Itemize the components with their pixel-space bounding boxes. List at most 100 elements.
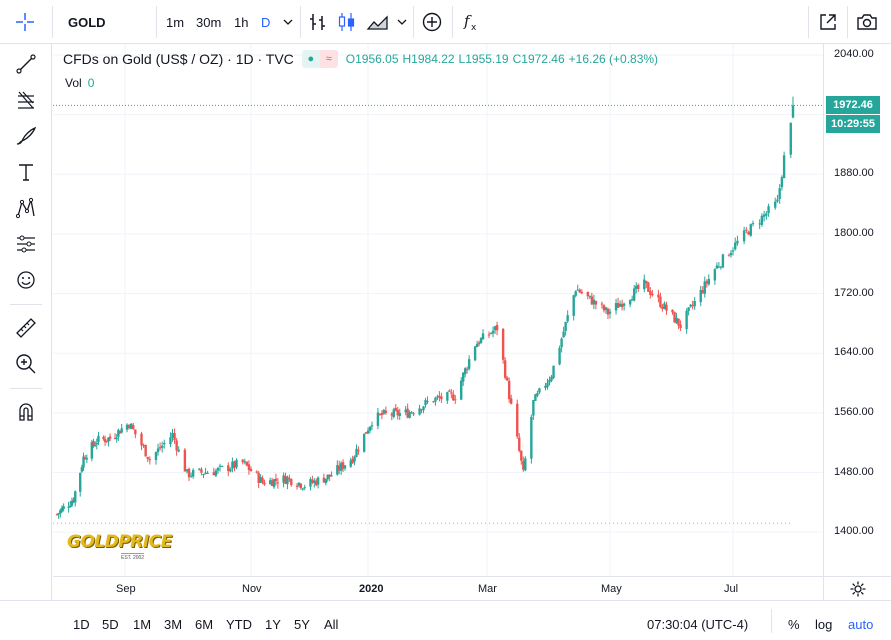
- candle-body: [158, 447, 162, 449]
- range-1m[interactable]: 1M: [133, 617, 152, 632]
- candle-body: [370, 425, 374, 427]
- pattern-icon[interactable]: [10, 192, 42, 224]
- interval-1h[interactable]: 1h: [234, 14, 249, 30]
- chevron-down-icon[interactable]: [282, 0, 294, 44]
- candle-body: [520, 450, 523, 461]
- candle-body: [102, 437, 105, 439]
- zoom-in-icon[interactable]: [10, 348, 42, 380]
- time-axis[interactable]: Sep Nov 2020 Mar May Jul: [53, 576, 823, 600]
- camera-icon[interactable]: [855, 0, 879, 44]
- candle-body: [632, 288, 636, 301]
- candle-body: [70, 501, 74, 506]
- trendline-icon[interactable]: [10, 48, 42, 80]
- symbol-search-button[interactable]: GOLD: [68, 0, 106, 44]
- candle-body: [618, 303, 622, 307]
- brush-icon[interactable]: [10, 120, 42, 152]
- clock[interactable]: 07:30:04 (UTC-4): [647, 617, 749, 632]
- price-chart[interactable]: [53, 44, 823, 576]
- interval-d[interactable]: D: [261, 14, 271, 30]
- fullscreen-icon[interactable]: [817, 0, 839, 44]
- gear-icon[interactable]: [823, 576, 891, 600]
- candle-body: [446, 392, 449, 401]
- range-5d[interactable]: 5D: [102, 617, 119, 632]
- candle-body: [685, 310, 688, 330]
- candle-body: [586, 291, 590, 297]
- bar-countdown-label: 10:29:55: [826, 115, 880, 134]
- candle-body: [118, 431, 122, 434]
- candle-body: [715, 265, 719, 269]
- legend-status-pill[interactable]: ● ≈: [301, 50, 338, 68]
- price-tick-label: 1560.00: [834, 405, 874, 418]
- range-1d[interactable]: 1D: [73, 617, 90, 632]
- range-ytd[interactable]: YTD: [226, 617, 252, 632]
- candle-body: [602, 305, 606, 311]
- text-icon[interactable]: [10, 156, 42, 188]
- interval-1m[interactable]: 1m: [166, 14, 185, 30]
- candle-body: [747, 231, 750, 235]
- candle-body: [125, 424, 129, 430]
- magnet-icon[interactable]: [10, 396, 42, 428]
- candle-body: [665, 304, 668, 311]
- candle-body: [503, 360, 507, 378]
- candle-body: [608, 311, 612, 314]
- emoji-icon[interactable]: [10, 264, 42, 296]
- candle-body: [518, 437, 521, 451]
- candle-body: [550, 376, 553, 381]
- range-6m[interactable]: 6M: [195, 617, 214, 632]
- price-axis[interactable]: 2040.00 1880.00 1800.00 1720.00 1640.00 1560.…: [823, 44, 891, 576]
- candle-body: [440, 396, 443, 400]
- chevron-down-icon[interactable]: [396, 0, 408, 44]
- interval-30m[interactable]: 30m: [196, 14, 222, 30]
- candle-body: [679, 324, 682, 329]
- candle-body: [343, 465, 347, 469]
- candle-body: [390, 413, 393, 416]
- candle-body: [628, 300, 632, 305]
- auto-scale-button[interactable]: auto: [848, 617, 874, 632]
- candle-body: [481, 333, 485, 340]
- candle-body: [693, 300, 696, 307]
- area-icon[interactable]: [366, 0, 390, 44]
- range-5y[interactable]: 5Y: [294, 617, 310, 632]
- candle-body: [473, 346, 477, 361]
- percent-scale-button[interactable]: %: [788, 617, 800, 632]
- candle-body: [120, 428, 123, 433]
- candle-body: [491, 330, 495, 334]
- candle-body: [767, 206, 770, 214]
- legend-high: H1984.22: [402, 52, 455, 66]
- candle-body: [465, 368, 469, 370]
- candle-body: [382, 410, 386, 414]
- range-3m[interactable]: 3M: [164, 617, 183, 632]
- candle-body: [115, 437, 118, 440]
- chart-pane[interactable]: CFDs on Gold (US$ / OZ) · 1D · TVC ● ≈ O…: [53, 44, 823, 576]
- candle-body: [412, 413, 415, 415]
- fib-icon[interactable]: [10, 84, 42, 116]
- candle-body: [637, 284, 640, 289]
- candle-body: [493, 326, 497, 331]
- range-all[interactable]: All: [324, 617, 339, 632]
- legend-title: CFDs on Gold (US$ / OZ) · 1D · TVC: [63, 51, 294, 67]
- legend-open: O1956.05: [345, 52, 399, 66]
- candle-body: [328, 474, 331, 477]
- candle-body: [366, 430, 370, 434]
- ruler-icon[interactable]: [10, 312, 42, 344]
- candle-body: [734, 242, 737, 250]
- crosshair-icon[interactable]: [14, 0, 38, 44]
- range-1y[interactable]: 1Y: [265, 617, 281, 632]
- forecast-icon[interactable]: [10, 228, 42, 260]
- candle-body: [384, 410, 388, 413]
- candles-icon[interactable]: [337, 0, 357, 44]
- candle-body: [622, 303, 626, 306]
- add-indicator-icon[interactable]: [421, 0, 443, 44]
- candle-body: [169, 437, 172, 445]
- candle-body: [156, 448, 160, 453]
- candle-body: [742, 230, 746, 242]
- legend-change: +16.26 (+0.83%): [568, 52, 659, 66]
- candle-body: [105, 440, 108, 442]
- log-scale-button[interactable]: log: [815, 617, 833, 632]
- candle-body: [422, 406, 425, 411]
- candle-body: [635, 285, 638, 289]
- bar-style-icon[interactable]: [308, 0, 328, 44]
- candle-body: [406, 408, 409, 418]
- candle-body: [241, 459, 244, 463]
